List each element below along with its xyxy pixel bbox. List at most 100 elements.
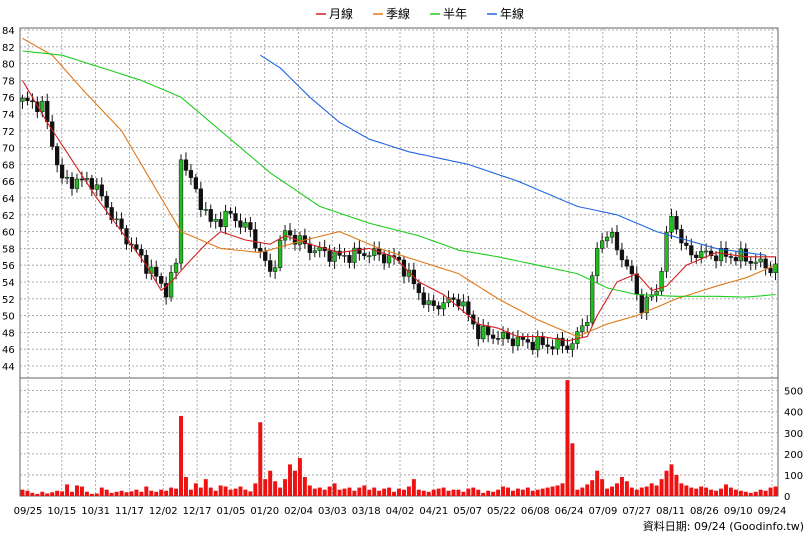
volume-bar — [441, 487, 446, 496]
volume-bar — [273, 481, 278, 496]
date-tick-label: 11/17 — [115, 506, 144, 517]
volume-bar — [154, 491, 159, 496]
candlestick — [208, 204, 213, 228]
candle-body — [545, 344, 550, 347]
candle-body — [476, 323, 481, 340]
candle-body — [173, 262, 179, 273]
date-tick-label: 07/27 — [622, 506, 651, 517]
candlestick — [585, 315, 590, 333]
candle-body — [337, 250, 342, 256]
candlestick — [689, 238, 694, 263]
candle-body — [580, 325, 585, 332]
price-tick-label: 70 — [2, 144, 15, 155]
volume-bar — [183, 477, 188, 496]
candle-body — [386, 255, 392, 264]
volume-bar — [426, 491, 431, 496]
candlestick — [74, 173, 80, 193]
volume-bar — [228, 489, 233, 496]
candlestick — [575, 327, 580, 349]
candle-body — [426, 300, 431, 305]
candlestick — [139, 244, 144, 263]
candlestick — [654, 284, 659, 303]
candle-body — [382, 254, 387, 264]
volume-bar — [605, 488, 610, 496]
candlestick — [273, 260, 278, 279]
candlestick — [69, 172, 75, 196]
candle-body — [481, 325, 486, 340]
date-tick-label: 10/15 — [47, 506, 76, 517]
volume-bar — [278, 487, 283, 496]
candle-body — [268, 260, 273, 272]
volume-bar — [560, 483, 565, 496]
candle-body — [416, 283, 421, 294]
volume-bar — [466, 488, 471, 496]
volume-bar — [684, 485, 689, 496]
candlestick — [431, 294, 436, 311]
candle-body — [664, 231, 669, 272]
candlestick — [277, 235, 283, 272]
volume-bar — [649, 483, 654, 496]
date-tick-label: 12/17 — [183, 506, 212, 517]
candlestick — [421, 286, 426, 309]
volume-bar — [327, 486, 332, 496]
candle-body — [69, 177, 75, 189]
candlestick — [763, 255, 768, 276]
candle-body — [332, 250, 337, 262]
candle-body — [312, 250, 317, 253]
volume-bar — [570, 443, 575, 496]
candlestick — [436, 301, 441, 316]
candle-body — [718, 247, 724, 262]
candlestick — [614, 224, 620, 256]
volume-bar — [218, 485, 223, 496]
candle-body — [525, 339, 530, 343]
candle-body — [99, 184, 104, 197]
candle-body — [94, 184, 99, 190]
volume-bar — [575, 489, 580, 496]
price-tick-label: 80 — [2, 60, 15, 71]
date-tick-label: 02/04 — [284, 506, 313, 517]
candlestick — [64, 169, 70, 185]
volume-bar — [322, 489, 327, 496]
candle-body — [738, 248, 743, 262]
volume-bar — [634, 489, 639, 496]
legend-label: 月線 — [329, 6, 353, 21]
volume-bar — [253, 483, 258, 496]
volume-bar — [84, 491, 89, 496]
candlestick — [198, 181, 203, 218]
candle-body — [565, 345, 570, 350]
candle-body — [154, 266, 159, 277]
candlestick — [624, 255, 630, 270]
candle-body — [431, 300, 436, 306]
volume-bar — [768, 487, 773, 496]
volume-bar — [134, 489, 139, 496]
volume-bar — [70, 491, 75, 496]
candle-body — [327, 250, 332, 262]
candle-body — [456, 299, 461, 307]
price-tick-label: 66 — [2, 177, 15, 188]
volume-bar — [233, 488, 238, 496]
volume-bar — [491, 491, 496, 496]
volume-bar — [535, 489, 540, 496]
volume-bar — [124, 492, 129, 496]
candle-body — [599, 240, 605, 249]
volume-bar — [624, 481, 629, 496]
volume-bars — [20, 380, 778, 496]
volume-bar — [501, 486, 506, 496]
volume-bar — [89, 493, 94, 496]
candle-body — [575, 331, 580, 344]
volume-bar — [595, 470, 600, 496]
volume-bar — [342, 488, 347, 496]
volume-bar — [104, 489, 109, 496]
legend-label: 季線 — [386, 6, 410, 21]
candle-body — [495, 338, 501, 340]
price-tick-label: 76 — [2, 93, 15, 104]
volume-bar — [159, 489, 164, 496]
volume-bar — [65, 484, 70, 496]
candle-body — [629, 265, 634, 275]
volume-bar — [699, 486, 704, 496]
candle-body — [89, 178, 94, 190]
volume-bar — [174, 488, 179, 496]
volume-bar — [406, 486, 411, 496]
candle-body — [233, 213, 238, 222]
volume-bar — [347, 487, 352, 496]
